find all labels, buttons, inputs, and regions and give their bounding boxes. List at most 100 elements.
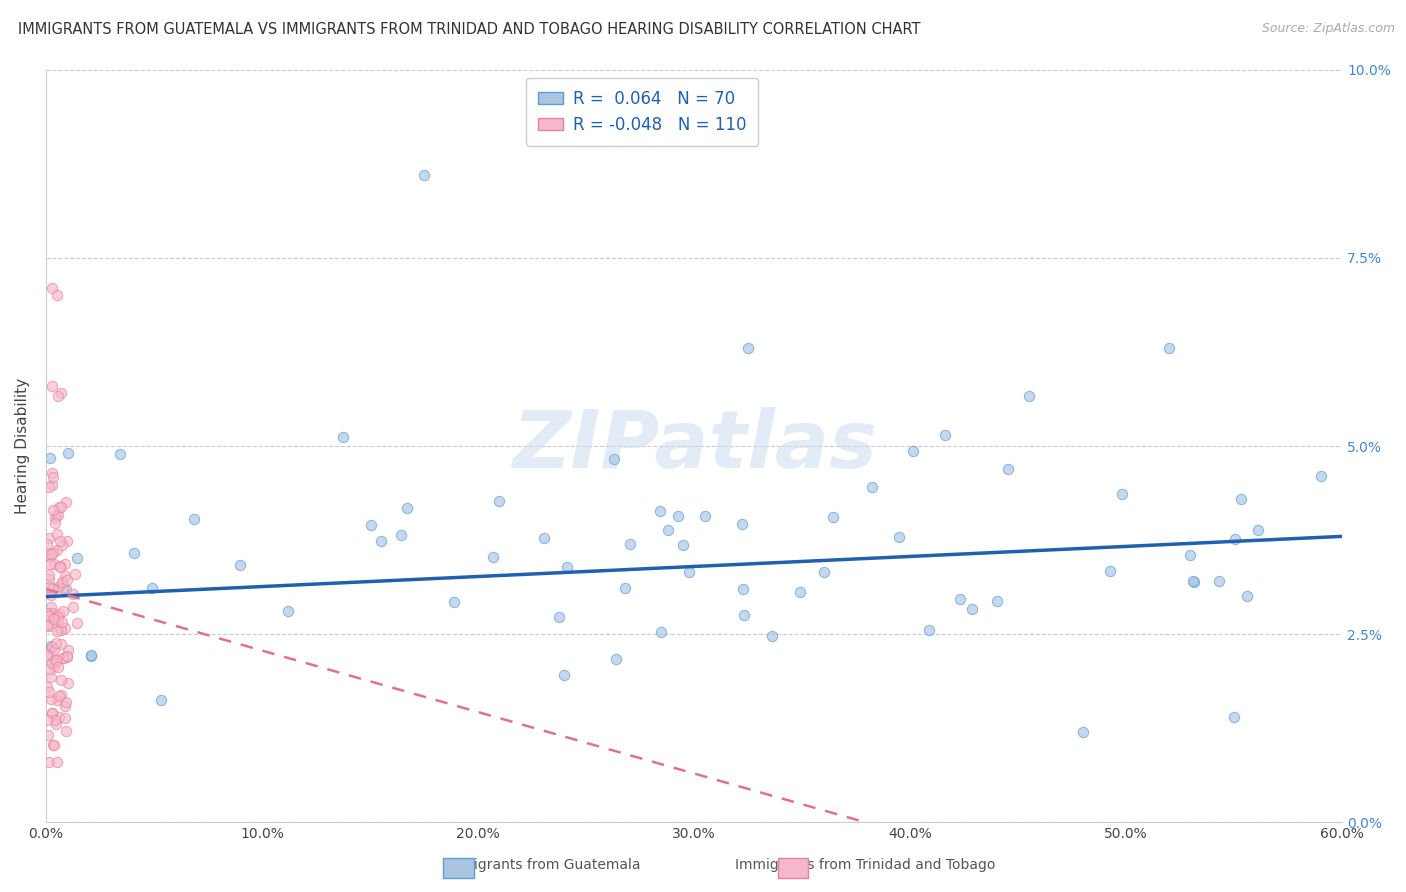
Point [41, 657, 63, 671]
Point [51, 604, 73, 618]
Point [45, 653, 67, 667]
Point [62, 587, 84, 601]
Point [1223, 532, 1246, 546]
Text: ZIPatlas: ZIPatlas [512, 407, 876, 485]
Point [52, 651, 75, 665]
Point [48, 534, 70, 549]
Point [38, 531, 60, 545]
Point [614, 581, 637, 595]
Point [37, 547, 59, 561]
Point [488, 494, 510, 508]
Point [553, 668, 575, 682]
Point [1223, 710, 1246, 724]
Point [789, 585, 811, 599]
Point [49, 623, 72, 637]
Point [35, 536, 58, 550]
Point [901, 444, 924, 458]
Text: Immigrants from Trinidad and Tobago: Immigrants from Trinidad and Tobago [734, 858, 995, 872]
Point [62, 599, 84, 614]
Point [997, 462, 1019, 476]
Point [1309, 469, 1331, 483]
Point [141, 581, 163, 595]
Point [605, 652, 627, 666]
Point [1098, 564, 1121, 578]
Point [277, 604, 299, 618]
Point [548, 610, 571, 624]
Point [183, 511, 205, 525]
Point [657, 523, 679, 537]
Point [38, 557, 60, 571]
Point [49, 386, 72, 401]
Point [889, 530, 911, 544]
Point [45, 508, 67, 522]
Point [389, 528, 412, 542]
Point [38, 549, 60, 564]
Point [45, 756, 67, 770]
Point [1236, 589, 1258, 603]
Point [55, 582, 77, 596]
Point [38, 567, 60, 582]
Point [949, 591, 972, 606]
Point [45, 543, 67, 558]
Point [35, 680, 58, 694]
Point [48, 559, 70, 574]
Point [35, 617, 58, 632]
Point [42, 611, 65, 625]
Point [37, 608, 59, 623]
Point [35, 585, 58, 599]
Point [46, 389, 69, 403]
Point [45, 624, 67, 639]
Point [41, 582, 63, 596]
Point [395, 500, 418, 515]
Point [813, 565, 835, 579]
Point [80, 649, 103, 664]
Point [56, 573, 79, 587]
Point [63, 567, 86, 582]
Point [51, 576, 73, 591]
Point [1208, 574, 1230, 588]
Point [41, 281, 63, 295]
Point [45, 717, 67, 731]
Point [737, 341, 759, 355]
Point [39, 639, 62, 653]
Point [650, 624, 672, 639]
Point [66, 551, 89, 566]
Point [45, 288, 67, 302]
Point [52, 650, 75, 665]
Point [41, 738, 63, 752]
Point [1182, 575, 1205, 590]
Point [672, 538, 695, 552]
Point [46, 527, 69, 541]
Point [555, 560, 578, 574]
Point [51, 500, 73, 514]
Point [1178, 548, 1201, 562]
Point [41, 606, 63, 620]
Point [108, 447, 131, 461]
Point [46, 693, 69, 707]
Point [38, 572, 60, 586]
Point [37, 606, 59, 620]
Point [533, 531, 555, 545]
Point [918, 623, 941, 637]
Point [51, 575, 73, 590]
Point [35, 648, 58, 663]
Point [42, 558, 65, 572]
Y-axis label: Hearing Disability: Hearing Disability [15, 378, 30, 514]
Point [44, 511, 66, 525]
Point [666, 509, 689, 524]
Point [42, 582, 65, 596]
Point [150, 693, 173, 707]
Point [49, 559, 72, 574]
Point [370, 534, 392, 549]
Point [49, 622, 72, 636]
Point [1071, 725, 1094, 739]
Point [44, 643, 66, 657]
Point [360, 518, 382, 533]
Point [80, 648, 103, 663]
Point [413, 168, 436, 182]
Point [46, 610, 69, 624]
Point [986, 594, 1008, 608]
Point [41, 648, 63, 663]
Point [42, 503, 65, 517]
Point [41, 467, 63, 481]
